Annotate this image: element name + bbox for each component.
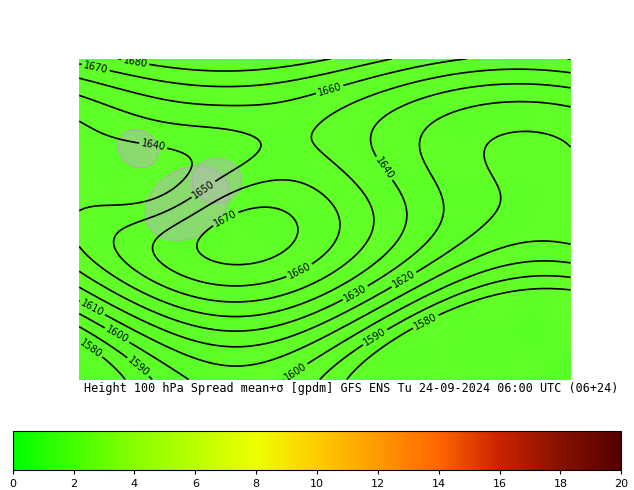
Text: 1640: 1640	[140, 138, 166, 152]
Text: 1580: 1580	[412, 312, 439, 332]
Polygon shape	[192, 158, 242, 203]
Text: 1670: 1670	[212, 208, 238, 228]
Text: 1590: 1590	[126, 355, 151, 378]
Text: 1660: 1660	[287, 261, 313, 281]
Text: 1630: 1630	[342, 283, 368, 303]
Text: 1600: 1600	[104, 324, 130, 345]
Text: Height 100 hPa Spread mean+σ [gpdm] GFS ENS Tu 24-09-2024 06:00 UTC (06+24): Height 100 hPa Spread mean+σ [gpdm] GFS …	[84, 382, 619, 395]
Text: 1650: 1650	[190, 178, 216, 200]
Text: 1670: 1670	[82, 60, 109, 75]
Text: 1620: 1620	[391, 269, 417, 290]
Text: 1610: 1610	[79, 298, 105, 318]
Text: 1590: 1590	[362, 326, 388, 348]
Text: 1600: 1600	[283, 361, 309, 382]
Text: 1640: 1640	[373, 155, 395, 181]
Text: 1680: 1680	[122, 55, 148, 69]
Polygon shape	[118, 129, 158, 168]
Polygon shape	[145, 166, 230, 240]
Text: 1660: 1660	[316, 81, 343, 98]
Text: 1580: 1580	[78, 337, 104, 360]
